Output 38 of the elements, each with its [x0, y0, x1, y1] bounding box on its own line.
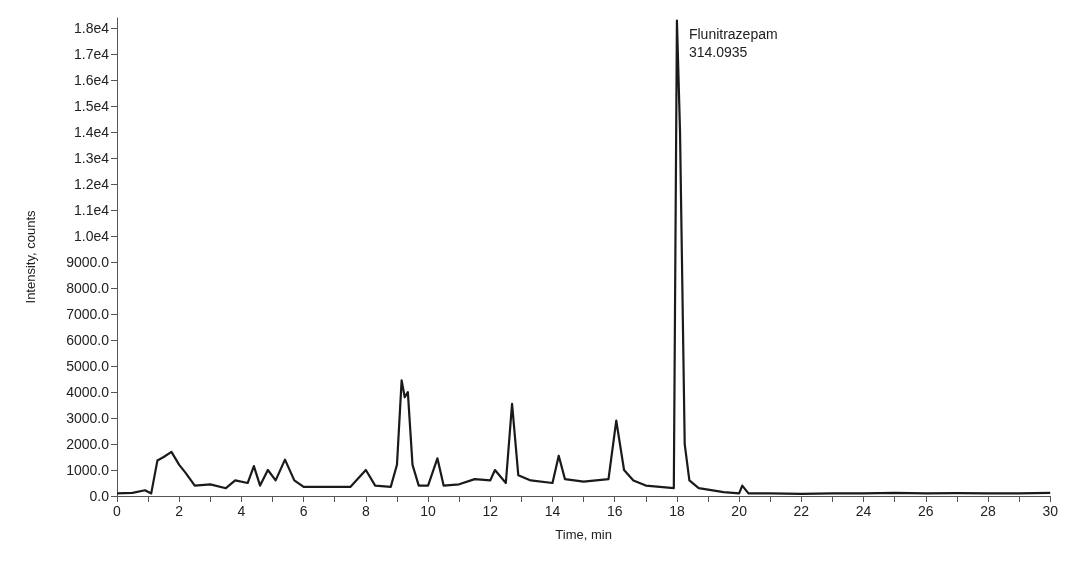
y-tick-label: 1.2e4	[73, 176, 110, 193]
y-tick-label: 7000.0	[66, 306, 110, 323]
x-tick-label: 2	[175, 503, 184, 519]
x-tick-label: 14	[544, 503, 561, 519]
x-tick-label: 28	[980, 503, 996, 519]
y-tick-label: 1.8e4	[73, 20, 110, 37]
y-tick-label: 1.0e4	[73, 228, 110, 245]
y-tick-label: 5000.0	[66, 358, 110, 375]
x-tick-label: 20	[731, 503, 748, 519]
y-tick-label: 1.7e4	[73, 46, 110, 63]
x-tick-label: 16	[606, 503, 623, 519]
y-tick-label: 9000.0	[66, 254, 110, 271]
x-tick-label: 6	[299, 503, 308, 519]
y-tick-label: 1.3e4	[73, 150, 110, 167]
y-tick-label: 8000.0	[66, 280, 110, 297]
y-tick-label: 4000.0	[66, 384, 110, 401]
x-tick-label: 0	[113, 503, 122, 519]
x-tick-label: 22	[793, 503, 810, 519]
x-tick-label: 30	[1042, 503, 1059, 519]
y-tick-label: 1.1e4	[73, 202, 110, 219]
y-tick-label: 3000.0	[66, 410, 110, 427]
y-tick-label: 2000.0	[66, 436, 110, 453]
x-tick-label: 10	[420, 503, 437, 519]
y-tick-label: 1.5e4	[73, 98, 110, 115]
x-tick-label: 18	[669, 503, 685, 519]
annotation: Flunitrazepam 314.0935	[688, 25, 778, 60]
y-tick-label: 1000.0	[66, 462, 110, 479]
y-tick-label: 1.6e4	[73, 72, 110, 89]
x-tick-label: 8	[361, 503, 370, 519]
y-tick-label: 0.0	[89, 488, 110, 504]
x-tick-label: 26	[918, 503, 934, 519]
x-axis-title: Time, min	[555, 527, 612, 542]
y-axis-title: Intensity, counts	[23, 210, 38, 304]
y-tick-label: 1.4e4	[73, 124, 110, 141]
x-tick-label: 24	[855, 503, 872, 519]
x-tick-label: 4	[237, 503, 246, 519]
x-tick-label: 12	[482, 503, 499, 519]
y-tick-label: 6000.0	[66, 332, 110, 349]
